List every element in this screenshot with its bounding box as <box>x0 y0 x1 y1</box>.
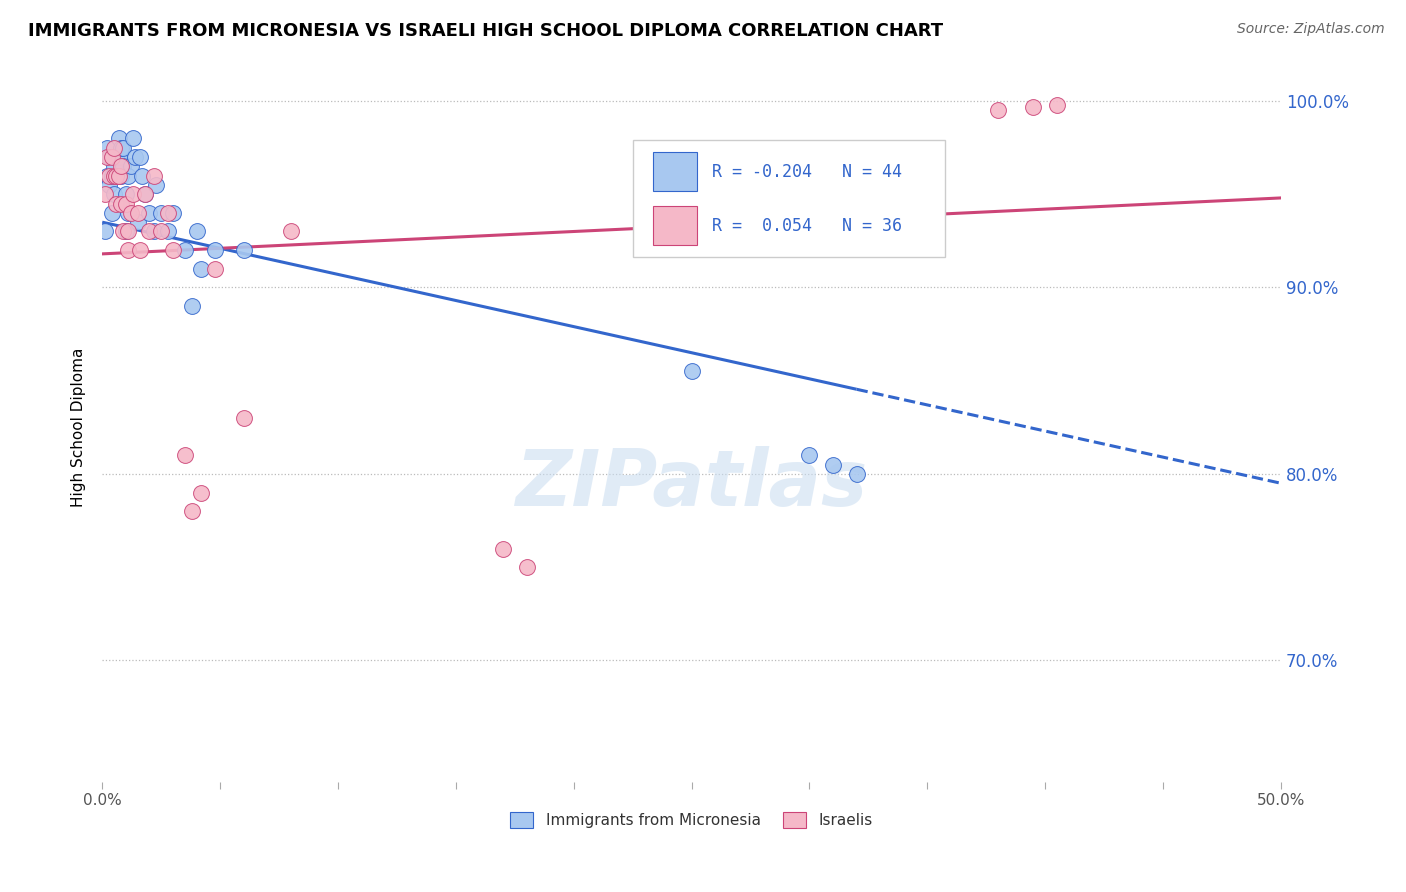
Text: Source: ZipAtlas.com: Source: ZipAtlas.com <box>1237 22 1385 37</box>
Point <box>180 299 202 313</box>
Point <box>105 169 128 183</box>
Point <box>114 196 136 211</box>
Point <box>1046 97 1069 112</box>
Point <box>117 169 139 183</box>
Point <box>162 243 184 257</box>
Point <box>96 140 118 154</box>
Point <box>799 448 821 462</box>
Point <box>150 225 173 239</box>
Point <box>98 169 121 183</box>
Point <box>100 169 122 183</box>
Y-axis label: High School Diploma: High School Diploma <box>72 348 86 507</box>
Point <box>103 140 125 154</box>
Point <box>516 560 538 574</box>
Text: R =  0.054   N = 36: R = 0.054 N = 36 <box>711 217 901 235</box>
Point <box>120 206 142 220</box>
Point <box>190 485 212 500</box>
Point <box>190 261 212 276</box>
Point <box>120 159 142 173</box>
Point <box>110 140 132 154</box>
Point <box>103 159 125 173</box>
Point <box>117 243 139 257</box>
Point <box>105 169 128 183</box>
Point <box>107 169 129 183</box>
Point <box>143 169 166 183</box>
Point <box>204 243 226 257</box>
Point <box>157 225 180 239</box>
Point <box>98 178 121 192</box>
Point <box>162 206 184 220</box>
Point <box>112 225 135 239</box>
Point <box>134 187 156 202</box>
Point <box>1022 99 1045 113</box>
Point <box>138 206 160 220</box>
Point <box>138 225 160 239</box>
Point <box>232 243 254 257</box>
Point <box>173 243 195 257</box>
Point <box>103 187 125 202</box>
Point <box>204 261 226 276</box>
Point <box>100 150 122 164</box>
Point <box>134 187 156 202</box>
Point <box>186 225 208 239</box>
Point <box>110 196 132 211</box>
Point <box>117 225 139 239</box>
FancyBboxPatch shape <box>633 140 945 257</box>
Point <box>112 159 135 173</box>
Point <box>93 187 115 202</box>
Point <box>129 243 152 257</box>
Point <box>121 131 143 145</box>
Point <box>105 150 128 164</box>
Point <box>98 150 121 164</box>
Point <box>492 541 515 556</box>
Point <box>157 206 180 220</box>
Point <box>114 225 136 239</box>
Bar <box>652 153 697 191</box>
Point <box>987 103 1010 118</box>
Point <box>150 206 173 220</box>
Point <box>93 225 115 239</box>
Point <box>232 411 254 425</box>
Point <box>280 225 302 239</box>
Point <box>145 178 167 192</box>
Point <box>96 169 118 183</box>
Point <box>107 150 129 164</box>
Point <box>114 187 136 202</box>
Point <box>110 169 132 183</box>
Point <box>821 458 844 472</box>
Point <box>129 150 152 164</box>
Bar <box>652 206 697 245</box>
Point <box>124 150 146 164</box>
Point <box>131 169 153 183</box>
Legend: Immigrants from Micronesia, Israelis: Immigrants from Micronesia, Israelis <box>505 806 879 834</box>
Point <box>180 504 202 518</box>
Text: R = -0.204   N = 44: R = -0.204 N = 44 <box>711 163 901 181</box>
Point <box>173 448 195 462</box>
Point <box>121 187 143 202</box>
Text: IMMIGRANTS FROM MICRONESIA VS ISRAELI HIGH SCHOOL DIPLOMA CORRELATION CHART: IMMIGRANTS FROM MICRONESIA VS ISRAELI HI… <box>28 22 943 40</box>
Point <box>110 159 132 173</box>
Point <box>96 150 118 164</box>
Point <box>105 196 128 211</box>
Text: ZIPatlas: ZIPatlas <box>516 446 868 522</box>
Point <box>681 364 703 378</box>
Point <box>127 206 149 220</box>
Point <box>107 131 129 145</box>
Point <box>100 206 122 220</box>
Point <box>112 140 135 154</box>
Point <box>127 215 149 229</box>
Point <box>845 467 868 481</box>
Point <box>103 169 125 183</box>
Point <box>143 225 166 239</box>
Point <box>117 206 139 220</box>
